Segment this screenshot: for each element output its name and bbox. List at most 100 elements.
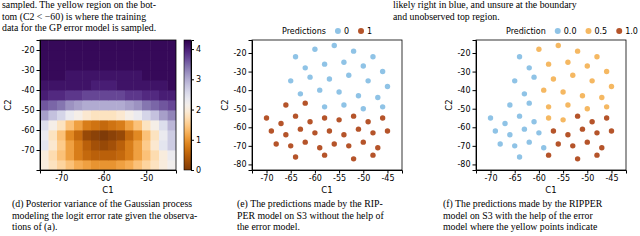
heatmap-cell <box>168 90 177 100</box>
axis-line <box>477 171 627 174</box>
heatmap-cell <box>74 120 83 130</box>
tick-mark <box>37 50 41 51</box>
tick-label: -60 <box>21 126 34 135</box>
tick-label: -45 <box>605 174 618 183</box>
heatmap-cell <box>142 40 151 50</box>
tick: -70 <box>55 170 68 183</box>
tick-label: -40 <box>233 86 246 95</box>
tick: -60 <box>533 170 546 183</box>
point <box>556 141 561 146</box>
heatmap-cell <box>168 140 177 150</box>
heatmap-cell <box>57 70 66 80</box>
y-axis-title: C2 <box>444 99 454 110</box>
heatmap-cell <box>40 50 49 60</box>
heatmap-cell <box>57 90 66 100</box>
heatmap-cell <box>142 80 151 90</box>
heatmap-cell <box>57 110 66 120</box>
heatmap-cell <box>151 140 160 150</box>
heatmap-cell <box>74 70 83 80</box>
point <box>560 89 565 94</box>
heatmap-cell <box>159 150 168 160</box>
point <box>527 65 532 70</box>
heatmap-cell <box>168 150 177 160</box>
tick-label: -80 <box>457 160 470 169</box>
scatter-panel: -70-65-60-55-50-45-80-70-60-50-40-30-20C… <box>443 27 638 232</box>
heatmap-cell <box>142 120 151 130</box>
heatmap-cell <box>49 80 58 90</box>
heatmap-cell <box>142 160 151 170</box>
heatmap-cell <box>100 40 109 50</box>
tick: -50 <box>457 105 476 114</box>
heatmap-cell <box>91 150 100 160</box>
heatmap-cell <box>91 90 100 100</box>
tick: -65 <box>285 170 298 183</box>
tick-mark <box>473 72 477 73</box>
heatmap-cell <box>125 60 134 70</box>
point <box>273 141 278 146</box>
tick-mark <box>473 109 477 110</box>
heatmap-cell <box>108 160 117 170</box>
heatmap-cell <box>142 100 151 110</box>
heatmap-cell <box>117 160 126 170</box>
tick: -60 <box>457 123 476 132</box>
heatmap-cell <box>74 160 83 170</box>
tick-mark <box>249 72 253 73</box>
point <box>570 73 575 78</box>
heatmap-cell <box>66 130 75 140</box>
scatter-panel: -70-65-60-55-50-45-80-70-60-50-40-30-20C… <box>220 27 403 232</box>
point <box>322 152 327 157</box>
point <box>546 115 551 120</box>
point <box>585 63 590 68</box>
heatmap-cell <box>125 40 134 50</box>
heatmap-cell <box>40 110 49 120</box>
tick-label: -50 <box>140 174 153 183</box>
tick-label: -70 <box>21 146 34 155</box>
plot-frame <box>252 40 402 170</box>
heatmap-cell <box>100 140 109 150</box>
heatmap-cell <box>117 80 126 90</box>
point <box>507 132 512 137</box>
tick-mark <box>249 53 253 54</box>
heatmap-cell <box>100 80 109 90</box>
heatmap-cell <box>40 160 49 170</box>
point <box>575 48 580 53</box>
tick-label: -60 <box>533 174 546 183</box>
heatmap-cell <box>83 120 92 130</box>
heatmap-cell <box>168 40 177 50</box>
heatmap-cell <box>134 90 143 100</box>
heatmap-cell <box>159 130 168 140</box>
caption: modeling the logit error rate given the … <box>12 210 197 221</box>
heatmap-cell <box>134 130 143 140</box>
point <box>551 128 556 133</box>
heatmap-cell <box>57 80 66 90</box>
heatmap-cell <box>100 60 109 70</box>
legend-title: Predictions <box>282 27 326 36</box>
series <box>536 43 614 123</box>
plot-frame <box>476 40 626 170</box>
point <box>380 104 385 109</box>
heatmap-cell <box>108 80 117 90</box>
heatmap-cell <box>108 40 117 50</box>
series <box>546 113 614 161</box>
point <box>502 121 507 126</box>
point <box>527 100 532 105</box>
heatmap-cell <box>83 100 92 110</box>
tick-mark <box>191 49 194 50</box>
heatmap-cell <box>159 90 168 100</box>
heatmap-cell <box>125 80 134 90</box>
tick: -50 <box>233 105 252 114</box>
tick-label: -55 <box>333 174 346 183</box>
point <box>341 60 346 65</box>
heatmap-cell <box>91 60 100 70</box>
tick-mark <box>249 164 253 165</box>
heatmap-cell <box>134 150 143 160</box>
heatmap-cell <box>108 50 117 60</box>
heatmap-cell <box>159 100 168 110</box>
heatmap-cell <box>117 130 126 140</box>
heatmap-cell <box>74 50 83 60</box>
tick: -30 <box>21 66 40 75</box>
heatmap-cell <box>66 50 75 60</box>
legend: Predictions01 <box>282 27 372 36</box>
heatmap-cell <box>40 60 49 70</box>
x-axis-title: C1 <box>102 185 113 195</box>
